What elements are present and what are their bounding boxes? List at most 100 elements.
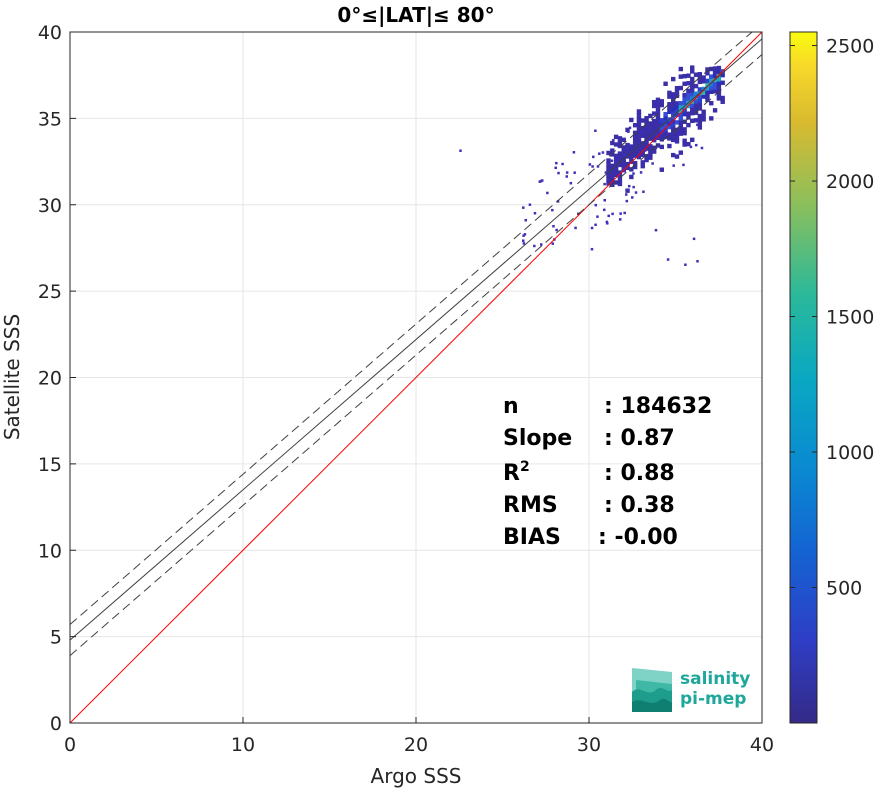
density-cell: [674, 127, 680, 133]
density-cell: [690, 95, 695, 101]
density-cell: [651, 99, 657, 105]
density-cell: [671, 99, 676, 105]
density-cell: [644, 116, 649, 121]
density-cell: [636, 124, 642, 129]
density-cell: [682, 111, 687, 117]
density-cell: [639, 171, 643, 174]
density-cell: [693, 72, 699, 77]
density-cell: [678, 85, 684, 91]
density-cell: [682, 73, 687, 79]
density-cell: [629, 155, 634, 161]
density-cell: [686, 81, 691, 86]
density-cell: [705, 90, 710, 95]
density-cell: [697, 79, 703, 85]
density-cell: [705, 78, 710, 84]
density-cell: [640, 160, 645, 165]
density-cell: [613, 157, 619, 162]
line-fit: [69, 38, 763, 641]
density-cell: [690, 88, 695, 93]
stat-label: Slope: [503, 426, 572, 451]
density-cell: [565, 175, 568, 178]
density-cell: [709, 101, 714, 106]
density-cell: [667, 143, 672, 149]
density-cell: [701, 90, 706, 95]
density-cell: [604, 171, 608, 174]
density-cell: [644, 119, 649, 125]
x-tick-label: 10: [231, 734, 255, 756]
density-cell: [678, 120, 684, 125]
density-cell: [690, 107, 695, 112]
density-cell: [686, 141, 691, 147]
salinity-pimep-logo: salinity pi-mep: [632, 668, 750, 712]
density-cell: [636, 120, 642, 126]
density-cell: [659, 137, 664, 142]
density-cell: [693, 91, 699, 96]
density-cell: [693, 102, 699, 108]
density-cell: [629, 159, 634, 164]
density-cell: [701, 117, 706, 122]
density-cell: [641, 163, 645, 166]
density-cell: [629, 144, 634, 149]
density-cell: [636, 151, 642, 156]
density-cell: [693, 110, 699, 115]
density-cell: [709, 78, 714, 83]
density-cell: [627, 143, 630, 147]
stat-value: : 0.87: [604, 426, 675, 451]
density-cell: [528, 203, 532, 206]
density-cell: [555, 228, 558, 232]
density-cell: [644, 127, 649, 132]
y-tick-label: 25: [38, 281, 62, 303]
y-axis-ticks: 0 5 10 15 20 25 30 35 40: [38, 22, 76, 735]
density-cell: [596, 215, 599, 218]
density-cell: [659, 167, 664, 172]
density-cell: [663, 130, 668, 136]
density-cell: [594, 129, 597, 132]
density-cell: [603, 182, 606, 186]
density-cell: [632, 134, 638, 139]
stat-label: BIAS: [503, 525, 561, 550]
density-cell: [709, 89, 714, 94]
density-cell: [671, 111, 676, 116]
density-cell: [682, 92, 687, 98]
density-cell: [682, 142, 687, 147]
density-cell: [632, 153, 638, 158]
density-cell: [655, 135, 661, 141]
density-cell: [640, 125, 645, 131]
density-cell: [716, 88, 722, 94]
density-cell: [671, 130, 676, 135]
density-cell: [606, 177, 611, 182]
density-cell: [574, 226, 577, 230]
density-cell: [651, 118, 657, 124]
density-cell: [716, 69, 722, 75]
density-cell: [625, 188, 630, 193]
density-cell: [640, 163, 645, 169]
density-cell: [610, 171, 615, 176]
density-cell: [709, 81, 714, 87]
density-cell: [693, 118, 699, 123]
density-cell: [556, 200, 560, 203]
density-cell: [522, 206, 525, 209]
density-cell: [569, 181, 573, 185]
density-cell: [678, 108, 684, 114]
logo-text-line1: salinity: [680, 669, 750, 689]
density-cell: [523, 233, 527, 236]
density-cell: [610, 163, 615, 169]
density-cell: [636, 113, 642, 118]
density-cell: [667, 105, 672, 111]
density-cell: [705, 82, 710, 87]
density-cell: [682, 100, 687, 105]
density-cell: [546, 191, 549, 195]
density-cell: [607, 214, 610, 218]
colorbar-tick-label: 2000: [826, 171, 874, 193]
density-cell: [459, 149, 462, 152]
density-cell: [709, 74, 714, 79]
density-cell: [594, 223, 597, 227]
density-cell: [561, 162, 564, 166]
stat-value: : -0.00: [598, 525, 678, 550]
density-cell: [632, 149, 638, 155]
density-cell: [617, 143, 623, 149]
density-cell: [640, 133, 645, 138]
density-cell: [690, 84, 695, 89]
density-cell: [705, 67, 710, 72]
density-cell: [636, 109, 642, 114]
